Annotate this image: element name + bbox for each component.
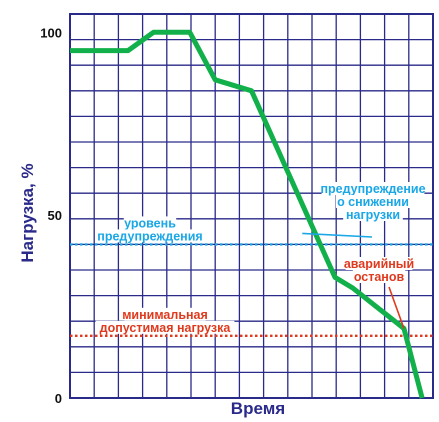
series-line <box>70 29 425 399</box>
annotation-label-bg <box>343 208 403 221</box>
y-axis-label: Нагрузка, % <box>18 163 37 262</box>
annotation-label: нагрузки <box>346 208 400 222</box>
annotation-pointer <box>388 286 405 329</box>
annotation-label-bg <box>352 270 406 283</box>
annotation-pointer <box>302 232 373 238</box>
x-axis-label: Время <box>231 399 285 418</box>
annotation-label-bg <box>321 182 425 195</box>
reference-lines <box>70 243 433 338</box>
annotation-label: аварийный <box>344 257 414 271</box>
y-tick-label: 100 <box>40 25 62 40</box>
reference-label: минимальная <box>122 308 208 322</box>
annotation-label: останов <box>354 270 405 284</box>
reference-label: уровень <box>124 216 176 230</box>
y-tick-label: 0 <box>55 391 62 406</box>
plot-frame <box>69 13 434 399</box>
reference-label: предупреждения <box>97 229 202 243</box>
annotation-label: предупреждение <box>320 182 425 196</box>
annotation-label-bg <box>336 195 410 208</box>
reference-label-bg <box>123 216 177 230</box>
tick-labels: 0 50 100 <box>40 25 62 406</box>
reference-label-bg <box>95 320 235 334</box>
annotation-label-bg <box>345 257 413 270</box>
y-tick-label: 50 <box>48 208 62 223</box>
series-layer <box>70 29 425 399</box>
reference-label-bg <box>124 307 206 321</box>
reference-label-bg <box>98 229 202 243</box>
annotation-label: о снижении <box>337 195 409 209</box>
reference-label: допустимая нагрузка <box>100 321 232 335</box>
